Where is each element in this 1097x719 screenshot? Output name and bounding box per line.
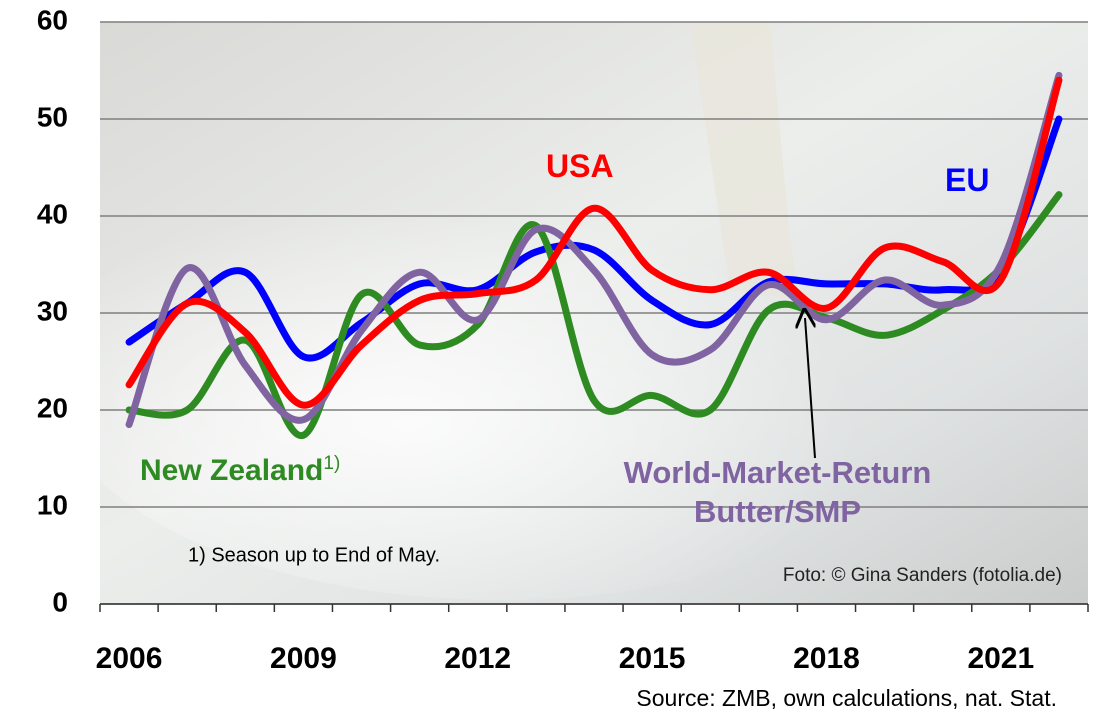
- y-tick-label: 50: [37, 101, 68, 132]
- chart: 2006 2009 2012 2015 2018 2021 1) Season up to…: [0, 0, 1097, 719]
- y-tick-label: 30: [37, 295, 68, 326]
- y-tick-label: 20: [37, 392, 68, 423]
- footnote: 1) Season up to End of May.: [188, 544, 440, 566]
- y-tick-label: 0: [52, 586, 68, 617]
- photo-glow: [50, 160, 950, 600]
- x-tick-label: 2009: [270, 642, 337, 675]
- x-tick-label: 2018: [793, 642, 860, 675]
- x-tick-label: 2006: [96, 642, 163, 675]
- x-tick-label: 2012: [444, 642, 511, 675]
- photo-credit: Foto: © Gina Sanders (fotolia.de): [783, 565, 1062, 586]
- source: Source: ZMB, own calculations, nat. Stat…: [636, 685, 1057, 711]
- y-tick-label: 10: [37, 489, 68, 520]
- y-tick-label: 60: [37, 4, 68, 35]
- note-marker: 1): [323, 453, 340, 474]
- x-tick-label: 2015: [619, 642, 686, 675]
- x-tick-label: 2021: [967, 642, 1034, 675]
- series-label: World-Market-Return Butter/SMP: [580, 454, 975, 532]
- series-label-group: New Zealand1): [140, 452, 340, 490]
- series-label: New Zealand: [140, 454, 323, 487]
- series-label: USA: [546, 146, 614, 186]
- y-tick-label: 40: [37, 198, 68, 229]
- series-label: EU: [945, 160, 989, 200]
- page: 2006 2009 2012 2015 2018 2021 1) Season up to…: [0, 0, 1097, 719]
